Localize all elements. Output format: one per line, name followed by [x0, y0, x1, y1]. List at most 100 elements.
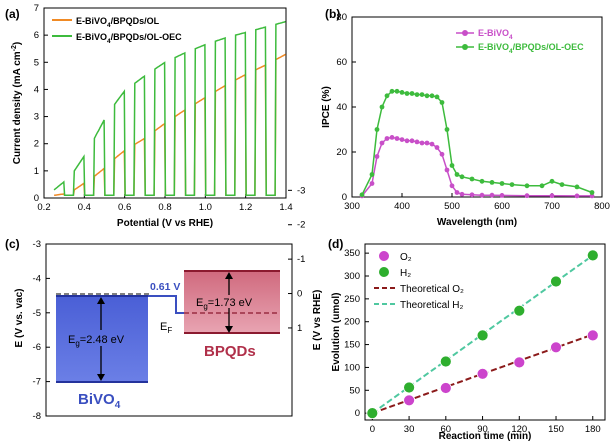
panel-b-point-1 [449, 163, 455, 168]
panel-a-legend: E-BiVO4/BPQDs/OL E-BiVO4/BPQDs/OL-OEC [52, 16, 182, 45]
bpqds-band-block [184, 271, 280, 333]
legend-marker-h2 [379, 267, 389, 277]
panel-a-x-tick-label: 0.2 [37, 202, 50, 213]
panel-d-y-tick-label: 200 [344, 317, 360, 328]
panel-b-point-1 [439, 100, 445, 105]
panel-d-y-tick-label: 150 [344, 340, 360, 351]
panel-b-x-ticks: 300 400 500 600 700 800 [344, 193, 610, 212]
fermi-step-line [148, 295, 184, 314]
panel-b-point-0 [444, 167, 450, 173]
panel-c-left-ticks: -3 -4 -5 -6 -7 -8 [33, 239, 50, 422]
panel-b-point-0 [369, 181, 375, 186]
panel-d-point-o2 [439, 382, 452, 394]
panel-a-x-tick-label: 0.4 [78, 202, 91, 213]
panel-b-point-1 [549, 178, 555, 184]
panel-b-point-1 [559, 182, 565, 188]
bpqds-arrow-down-icon [225, 326, 233, 333]
panel-a-x-tick-label: 0.8 [158, 202, 171, 213]
panel-d-x-tick-label: 150 [548, 424, 564, 435]
panel-b-point-1 [389, 88, 395, 94]
legend-label-theory-h2: Theoretical H₂ [400, 300, 463, 311]
bivo4-band-block [56, 296, 148, 382]
panel-b-point-0 [414, 139, 420, 145]
panel-c-left-tick-label: -4 [33, 273, 41, 284]
panel-c-frame [45, 243, 293, 417]
panel-b-point-0 [454, 190, 460, 195]
panel-b: (b) 300 400 500 600 700 800 0 20 40 60 80 Wavelen… [321, 7, 610, 228]
panel-a: (a) 0.2 0.4 0.6 0.8 1.0 1.2 1.4 0 1 2 3 4 5 6 7 Poten… [5, 3, 293, 229]
panel-b-point-1 [414, 92, 420, 97]
panel-d-frame [364, 243, 606, 421]
panel-b-x-tick-label: 700 [544, 201, 560, 212]
legend-label-o2: O₂ [400, 252, 412, 263]
panel-b-point-0 [374, 154, 380, 159]
panel-b-point-1 [384, 93, 390, 99]
panel-b-point-1 [459, 174, 465, 180]
panel-b-point-0 [384, 136, 390, 141]
panel-b-point-1 [434, 94, 440, 100]
panel-d-points [366, 249, 599, 420]
panel-b-y-tick-label: 0 [342, 192, 347, 203]
panel-a-y-tick-label: 6 [34, 30, 39, 41]
panel-c-left-tick-label: -6 [33, 342, 41, 353]
panel-b-y-tick-label: 80 [336, 12, 347, 23]
panel-c-left-axis-label: E (V vs. vac) [14, 289, 25, 348]
panel-a-y-tick-label: 0 [34, 193, 39, 204]
panel-d-point-h2 [476, 329, 489, 342]
panel-b-point-0 [434, 145, 440, 150]
panel-d-point-h2 [439, 355, 452, 368]
panel-a-x-tick-label: 1.4 [279, 202, 292, 213]
panel-d-point-o2 [403, 394, 416, 407]
panel-b-point-0 [469, 192, 475, 198]
panel-b-point-0 [389, 135, 395, 140]
panel-c-label: (c) [5, 237, 20, 251]
panel-a-y-tick-label: 7 [34, 3, 39, 14]
panel-b-point-1 [399, 90, 405, 95]
panel-d-y-tick-label: 0 [355, 408, 360, 419]
panel-b-point-0 [574, 193, 580, 199]
panel-c-right-axis-label: E (V vs RHE) [312, 290, 323, 351]
panel-b-point-0 [479, 192, 485, 198]
panel-b-point-1 [574, 184, 580, 190]
panel-a-x-tick-label: 0.6 [118, 202, 131, 213]
panel-c-left-tick-label: -3 [33, 239, 41, 250]
bpqds-arrow-up-icon [225, 272, 233, 279]
legend-label-ol: E-BiVO4/BPQDs/OL [76, 16, 160, 29]
panel-b-point-1 [379, 104, 385, 110]
panel-b-point-0 [399, 137, 405, 143]
panel-d-y-tick-label: 350 [344, 248, 360, 259]
panel-c-right-tick-label: -1 [297, 254, 305, 265]
panel-b-point-1 [524, 183, 530, 189]
panel-c-left-tick-label: -5 [33, 308, 41, 319]
legend-label-oec: E-BiVO4/BPQDs/OL-OEC [76, 32, 182, 45]
panel-b-point-0 [459, 191, 465, 197]
bpqds-label: BPQDs [204, 343, 256, 360]
panel-b-y-tick-label: 60 [336, 57, 347, 68]
panel-b-point-1 [409, 91, 415, 96]
panel-b-point-1 [419, 92, 425, 97]
panel-b-x-tick-label: 800 [594, 201, 610, 212]
panel-b-point-1 [589, 190, 595, 195]
panel-b-series-line-1 [361, 90, 593, 196]
panel-c-right-ticks: 1 0 -1 -2 -3 [288, 185, 305, 334]
panel-b-point-1 [489, 180, 495, 185]
panel-b-point-0 [439, 151, 445, 157]
panel-d-point-h2 [550, 275, 562, 288]
panel-d-x-tick-label: 90 [477, 424, 488, 435]
panel-a-x-ticks: 0.2 0.4 0.6 0.8 1.0 1.2 1.4 [37, 194, 293, 213]
panel-b-series-line-0 [361, 136, 592, 197]
panel-d-y-tick-label: 300 [344, 271, 360, 282]
panel-a-series-oec [53, 20, 286, 197]
panel-a-y-ticks: 0 1 2 3 4 5 6 7 [34, 3, 48, 204]
panel-d-point-h2 [586, 249, 599, 262]
panel-b-x-tick-label: 500 [444, 201, 460, 212]
panel-b-y-tick-label: 20 [336, 147, 347, 158]
panel-b-point-0 [379, 140, 385, 146]
bivo4-arrow-down-icon [97, 374, 105, 381]
panel-b-point-0 [429, 141, 435, 147]
panel-d-x-axis-label: Reaction time (min) [439, 431, 532, 442]
panel-b-point-0 [589, 193, 595, 199]
panel-c-left-tick-label: -8 [33, 411, 41, 422]
panel-b-point-0 [449, 183, 455, 189]
panel-b-point-0 [409, 138, 415, 144]
